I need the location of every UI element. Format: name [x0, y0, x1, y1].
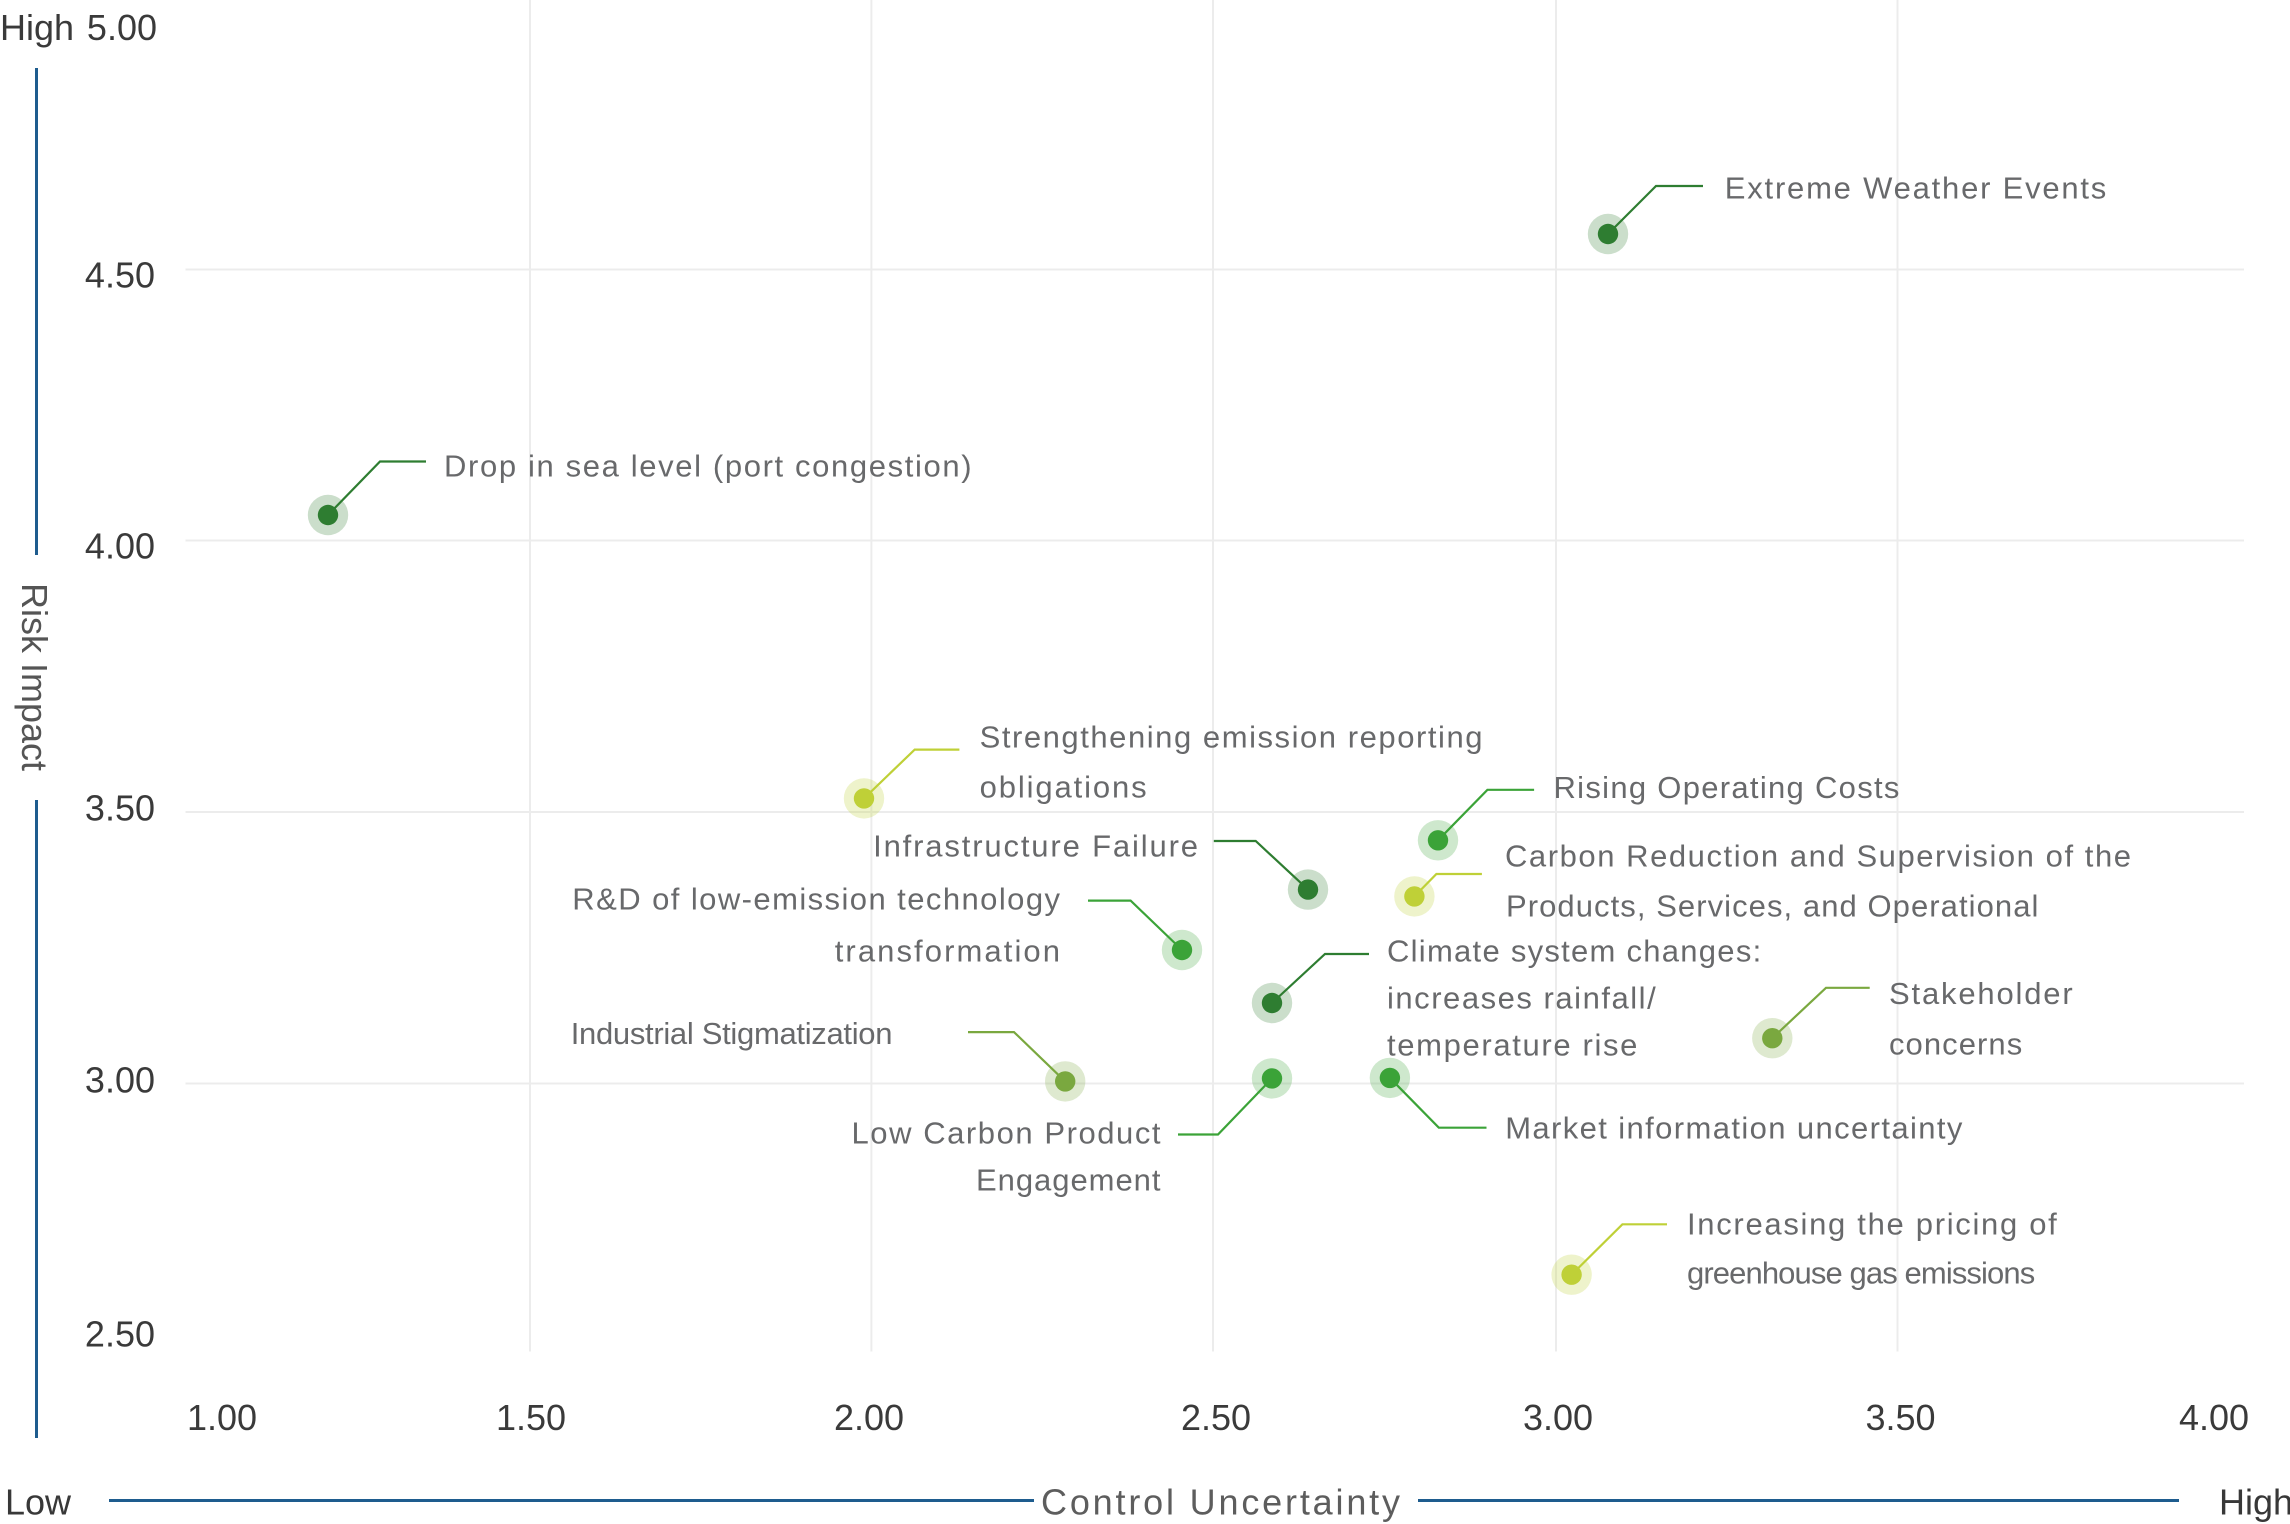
svg-text:Risk Impact: Risk Impact: [14, 583, 55, 771]
svg-text:greenhouse gas emissions: greenhouse gas emissions: [1687, 1256, 2035, 1291]
svg-text:Climate system changes:: Climate system changes:: [1387, 934, 1761, 969]
svg-text:R&D of low-emission technology: R&D of low-emission technology: [572, 881, 1060, 916]
svg-text:Strengthening emission reporti: Strengthening emission reporting: [980, 720, 1483, 755]
svg-text:Products, Services, and Operat: Products, Services, and Operational: [1506, 889, 2038, 924]
svg-text:Low Carbon Product: Low Carbon Product: [852, 1116, 1161, 1151]
svg-text:1.00: 1.00: [187, 1397, 257, 1438]
svg-text:transformation: transformation: [835, 934, 1060, 969]
svg-text:increases rainfall/: increases rainfall/: [1387, 981, 1656, 1016]
svg-text:3.50: 3.50: [1865, 1397, 1935, 1438]
svg-text:Control Uncertainty: Control Uncertainty: [1041, 1482, 1400, 1523]
svg-text:Market information uncertainty: Market information uncertainty: [1505, 1111, 1963, 1146]
svg-text:2.50: 2.50: [1181, 1397, 1251, 1438]
svg-text:3.50: 3.50: [85, 788, 155, 829]
svg-text:2.00: 2.00: [834, 1397, 904, 1438]
svg-text:concerns: concerns: [1889, 1027, 2022, 1062]
svg-text:obligations: obligations: [980, 770, 1147, 805]
svg-text:5.00: 5.00: [87, 7, 157, 48]
svg-text:1.50: 1.50: [496, 1397, 566, 1438]
svg-text:High: High: [2219, 1482, 2290, 1523]
svg-text:Increasing the pricing of: Increasing the pricing of: [1687, 1207, 2057, 1242]
svg-text:Industrial Stigmatization: Industrial Stigmatization: [571, 1016, 893, 1051]
svg-text:High: High: [0, 7, 74, 48]
svg-text:Drop in sea level (port conges: Drop in sea level (port congestion): [444, 449, 972, 484]
svg-text:4.50: 4.50: [85, 255, 155, 296]
svg-text:Carbon Reduction and Supervisi: Carbon Reduction and Supervision of the: [1505, 839, 2131, 874]
svg-text:Infrastructure Failure: Infrastructure Failure: [873, 829, 1198, 864]
svg-text:Low: Low: [5, 1482, 72, 1523]
svg-text:Engagement: Engagement: [976, 1163, 1161, 1198]
svg-text:2.50: 2.50: [85, 1314, 155, 1355]
svg-text:3.00: 3.00: [85, 1060, 155, 1101]
svg-text:4.00: 4.00: [85, 526, 155, 567]
svg-text:Stakeholder: Stakeholder: [1889, 976, 2073, 1011]
svg-text:3.00: 3.00: [1523, 1397, 1593, 1438]
svg-text:4.00: 4.00: [2179, 1397, 2249, 1438]
svg-text:Extreme Weather Events: Extreme Weather Events: [1725, 171, 2107, 206]
svg-text:temperature rise: temperature rise: [1387, 1028, 1637, 1063]
svg-text:Rising Operating Costs: Rising Operating Costs: [1554, 770, 1900, 805]
